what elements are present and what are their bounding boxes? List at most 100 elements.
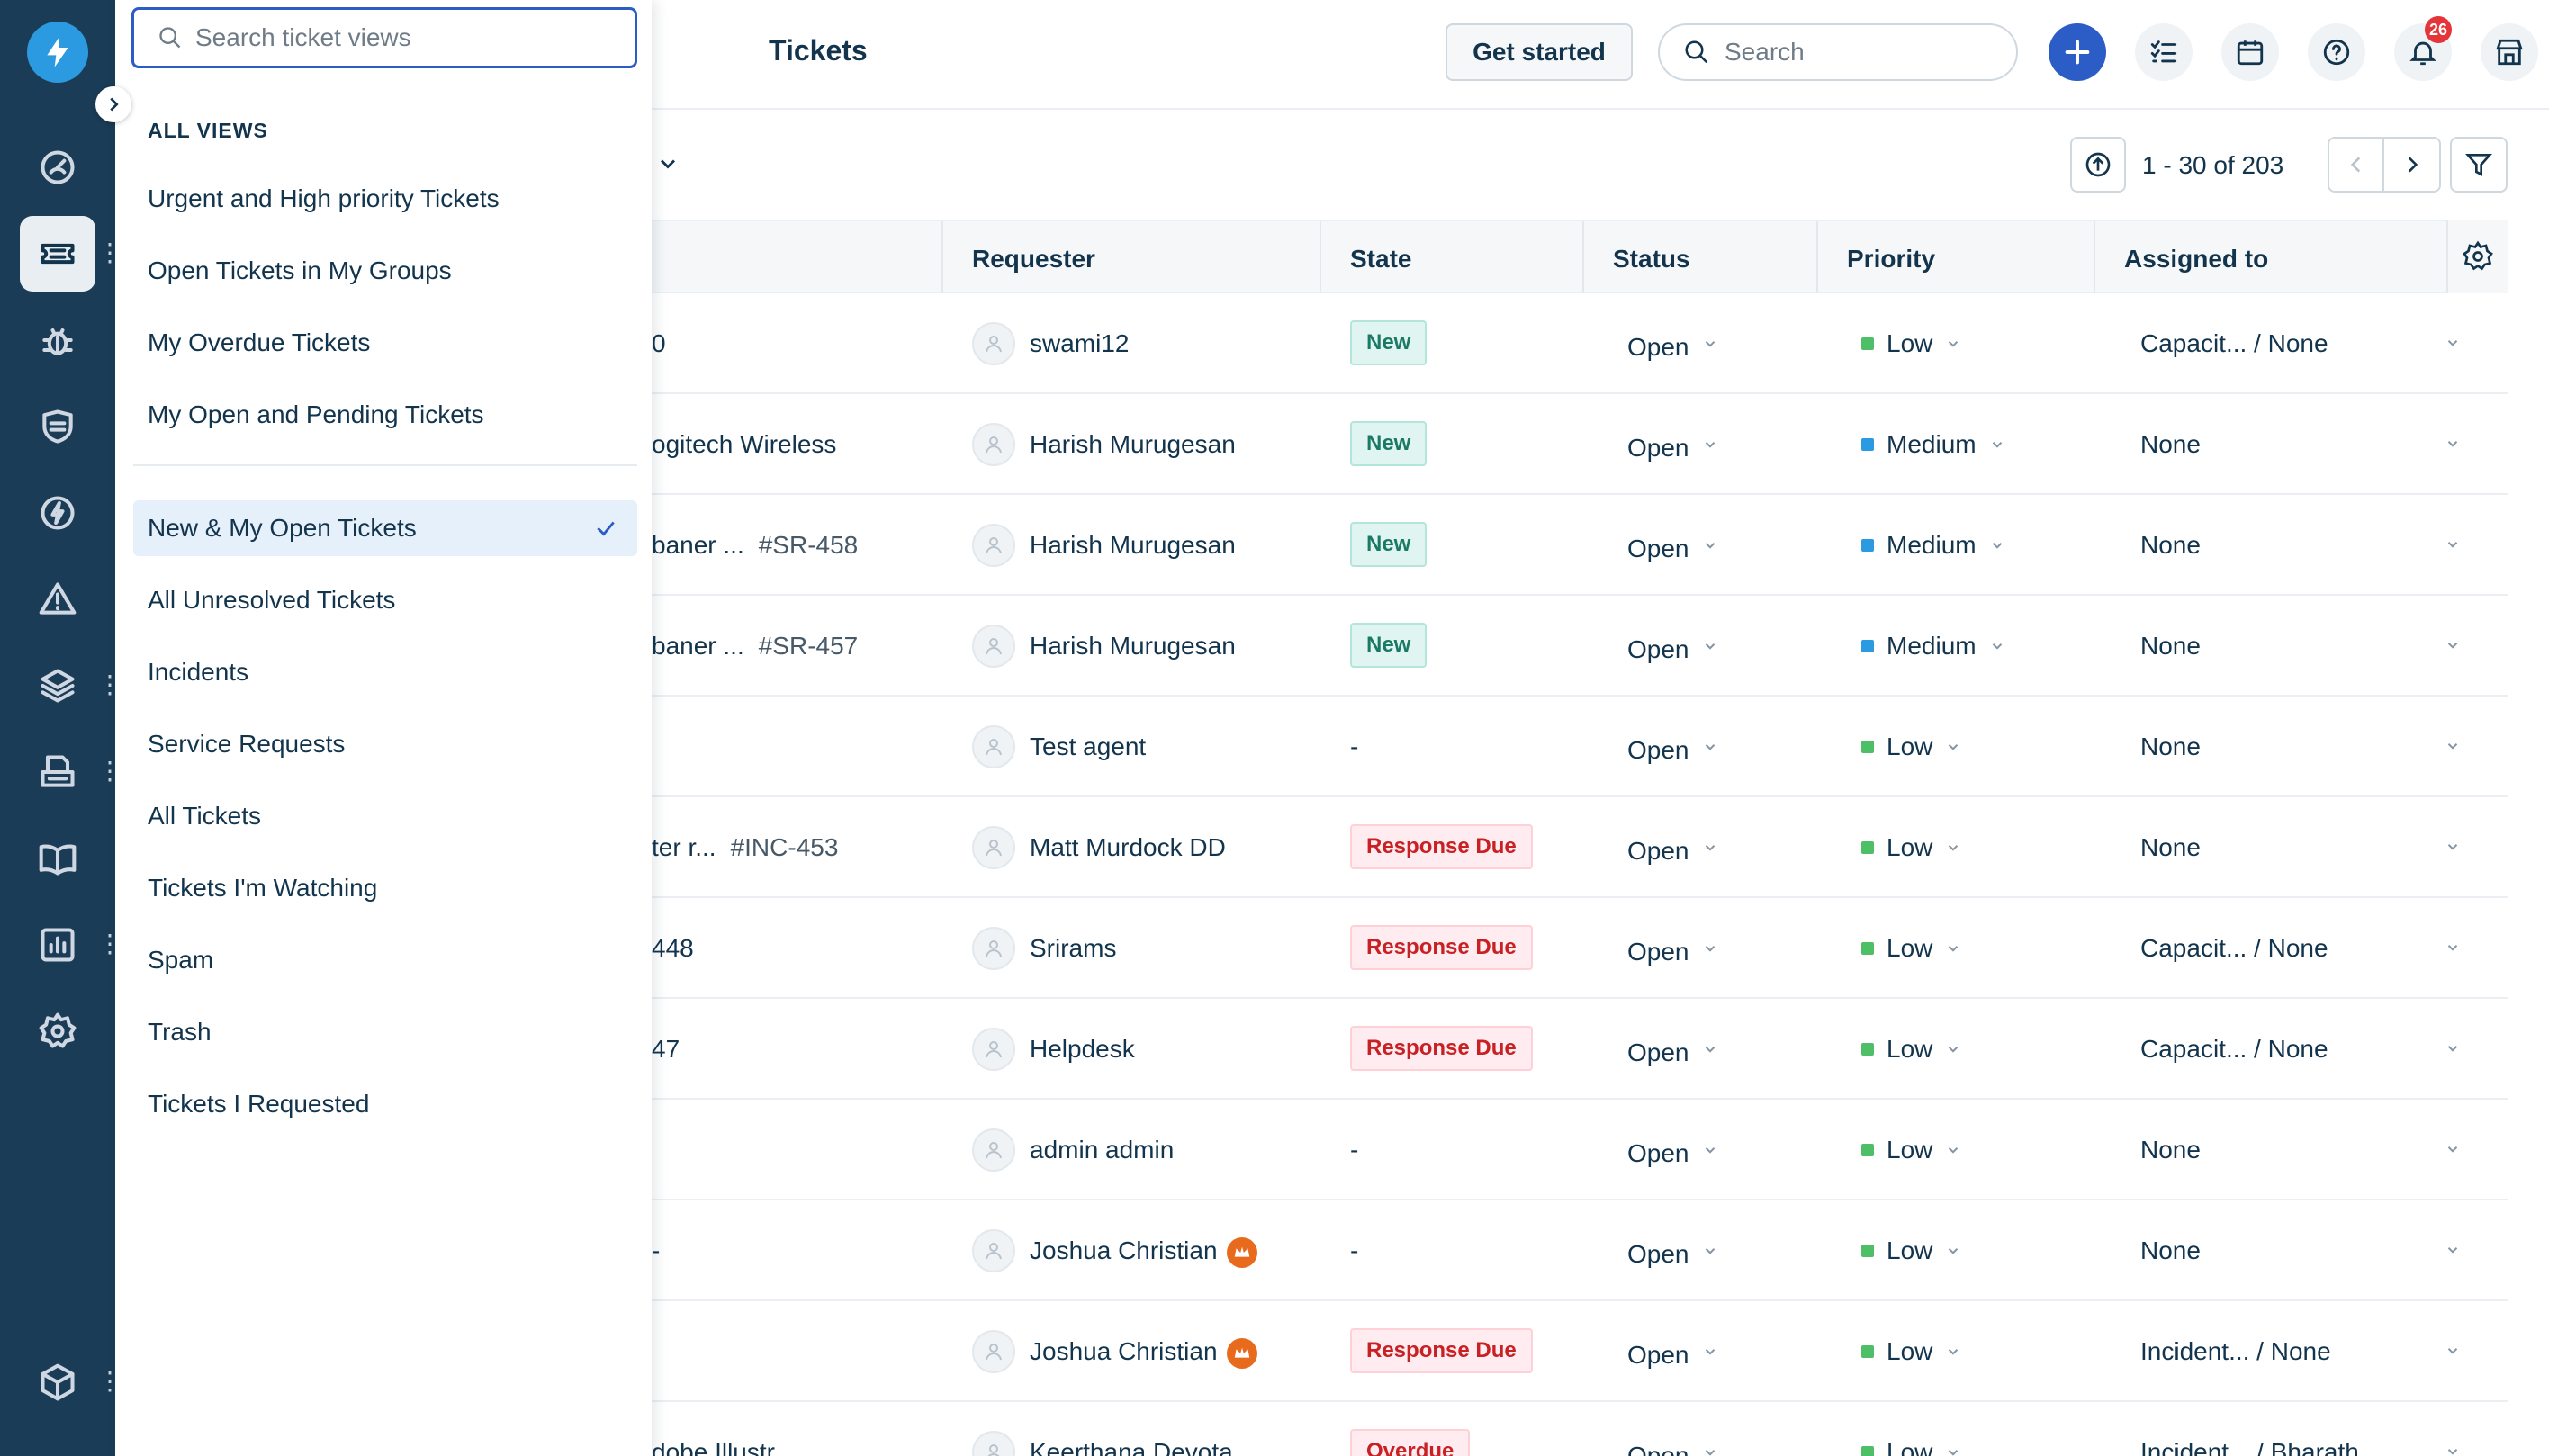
- priority-dropdown[interactable]: Low: [1861, 1438, 1961, 1456]
- warning-icon[interactable]: [20, 562, 95, 637]
- requester-name[interactable]: Harish Murugesan: [1030, 430, 1236, 459]
- assigned-to[interactable]: None: [2140, 732, 2201, 760]
- priority-dropdown[interactable]: Medium: [1861, 632, 2005, 661]
- bolt-icon[interactable]: [20, 475, 95, 551]
- priority-dropdown[interactable]: Low: [1861, 1035, 1961, 1064]
- chevron-down-icon[interactable]: [2445, 436, 2461, 456]
- column-header-status[interactable]: Status: [1613, 245, 1690, 273]
- requester-name[interactable]: Helpdesk: [1030, 1035, 1135, 1064]
- priority-dropdown[interactable]: Medium: [1861, 430, 2005, 459]
- more-icon[interactable]: ⋮: [97, 930, 122, 957]
- assigned-to[interactable]: Capacit... / None: [2140, 329, 2328, 357]
- requester-name[interactable]: Harish Murugesan: [1030, 632, 1236, 661]
- get-started-button[interactable]: Get started: [1446, 23, 1633, 81]
- priority-dropdown[interactable]: Low: [1861, 1337, 1961, 1366]
- view-item[interactable]: Open Tickets in My Groups: [133, 243, 637, 299]
- view-item[interactable]: Service Requests: [133, 716, 637, 772]
- filter-button[interactable]: [2450, 137, 2508, 193]
- column-header-state[interactable]: State: [1350, 245, 1412, 273]
- assigned-to[interactable]: Capacit... / None: [2140, 1035, 2328, 1063]
- priority-dropdown[interactable]: Low: [1861, 934, 1961, 963]
- view-item[interactable]: Urgent and High priority Tickets: [133, 171, 637, 227]
- status-dropdown[interactable]: Open: [1627, 833, 1718, 866]
- requester-name[interactable]: admin admin: [1030, 1136, 1174, 1164]
- more-icon[interactable]: ⋮: [97, 1367, 122, 1395]
- gear-icon[interactable]: [20, 993, 95, 1069]
- more-icon[interactable]: ⋮: [97, 238, 122, 266]
- views-search-input[interactable]: [195, 23, 609, 52]
- more-icon[interactable]: ⋮: [97, 670, 122, 698]
- view-item[interactable]: Tickets I'm Watching: [133, 860, 637, 916]
- ticket-subject[interactable]: 0: [652, 329, 680, 358]
- priority-dropdown[interactable]: Low: [1861, 329, 1961, 358]
- more-icon[interactable]: ⋮: [97, 757, 122, 785]
- status-dropdown[interactable]: Open: [1627, 329, 1718, 362]
- assigned-to[interactable]: None: [2140, 430, 2201, 458]
- lightning-icon[interactable]: [27, 22, 88, 83]
- priority-dropdown[interactable]: Low: [1861, 1136, 1961, 1164]
- ticket-subject[interactable]: -: [652, 1236, 674, 1265]
- assigned-to[interactable]: Incident... / None: [2140, 1337, 2331, 1365]
- view-item[interactable]: My Open and Pending Tickets: [133, 387, 637, 443]
- status-dropdown[interactable]: Open: [1627, 732, 1718, 765]
- box-icon[interactable]: [20, 1344, 95, 1420]
- help-button[interactable]: [2308, 23, 2365, 81]
- requester-name[interactable]: swami12: [1030, 329, 1129, 358]
- assigned-to[interactable]: Incident... / Bharath: [2140, 1438, 2359, 1456]
- requester-name[interactable]: Test agent: [1030, 732, 1146, 761]
- priority-dropdown[interactable]: Medium: [1861, 531, 2005, 560]
- global-search-input[interactable]: Search: [1658, 23, 2018, 81]
- chevron-down-icon[interactable]: [2445, 536, 2461, 557]
- shield-icon[interactable]: [20, 389, 95, 464]
- requester-name[interactable]: Harish Murugesan: [1030, 531, 1236, 560]
- printer-icon[interactable]: [20, 734, 95, 810]
- view-item[interactable]: Spam: [133, 932, 637, 988]
- collapse-panel-button[interactable]: [95, 86, 131, 122]
- status-dropdown[interactable]: Open: [1627, 531, 1718, 563]
- ticket-subject[interactable]: 448: [652, 934, 708, 963]
- table-settings-button[interactable]: [2446, 220, 2508, 293]
- assigned-to[interactable]: None: [2140, 1236, 2201, 1264]
- chart-icon[interactable]: [20, 907, 95, 983]
- status-dropdown[interactable]: Open: [1627, 430, 1718, 463]
- requester-name[interactable]: Keerthana Devota: [1030, 1438, 1233, 1456]
- status-dropdown[interactable]: Open: [1627, 1438, 1718, 1456]
- todo-list-button[interactable]: [2135, 23, 2193, 81]
- status-dropdown[interactable]: Open: [1627, 1236, 1718, 1269]
- chevron-down-icon[interactable]: [2445, 1343, 2461, 1363]
- calendar-button[interactable]: [2221, 23, 2279, 81]
- ticket-subject[interactable]: [652, 1136, 666, 1164]
- chevron-down-icon[interactable]: [2445, 1040, 2461, 1061]
- chevron-down-icon[interactable]: [2445, 738, 2461, 759]
- requester-name[interactable]: Joshua Christian: [1030, 1337, 1257, 1369]
- view-item[interactable]: All Unresolved Tickets: [133, 572, 637, 628]
- status-dropdown[interactable]: Open: [1627, 1136, 1718, 1168]
- priority-dropdown[interactable]: Low: [1861, 732, 1961, 761]
- assigned-to[interactable]: None: [2140, 1136, 2201, 1164]
- view-item[interactable]: Trash: [133, 1004, 637, 1060]
- ticket-subject[interactable]: ter r... #INC-453: [652, 833, 838, 862]
- view-item[interactable]: My Overdue Tickets: [133, 315, 637, 371]
- chevron-down-icon[interactable]: [2445, 335, 2461, 355]
- bug-icon[interactable]: [20, 302, 95, 378]
- next-page-button[interactable]: [2384, 139, 2439, 191]
- column-header-requester[interactable]: Requester: [972, 245, 1095, 273]
- add-new-button[interactable]: [2049, 23, 2106, 81]
- requester-name[interactable]: Srirams: [1030, 934, 1116, 963]
- priority-dropdown[interactable]: Low: [1861, 1236, 1961, 1265]
- priority-dropdown[interactable]: Low: [1861, 833, 1961, 862]
- assigned-to[interactable]: Capacit... / None: [2140, 934, 2328, 962]
- previous-page-button[interactable]: [2329, 139, 2385, 191]
- view-item[interactable]: All Tickets: [133, 788, 637, 844]
- export-button[interactable]: [2070, 137, 2126, 193]
- view-item[interactable]: Incidents: [133, 644, 637, 700]
- ticket-subject[interactable]: ogitech Wireless: [652, 430, 851, 459]
- notifications-button[interactable]: 26: [2394, 16, 2453, 81]
- chevron-down-icon[interactable]: [2445, 939, 2461, 960]
- ticket-subject[interactable]: baner ... #SR-457: [652, 632, 858, 661]
- column-header-priority[interactable]: Priority: [1847, 245, 1936, 273]
- ticket-subject[interactable]: [652, 1337, 666, 1366]
- gauge-icon[interactable]: [20, 130, 95, 205]
- status-dropdown[interactable]: Open: [1627, 934, 1718, 966]
- ticket-subject[interactable]: dobe Illustr...: [652, 1438, 809, 1456]
